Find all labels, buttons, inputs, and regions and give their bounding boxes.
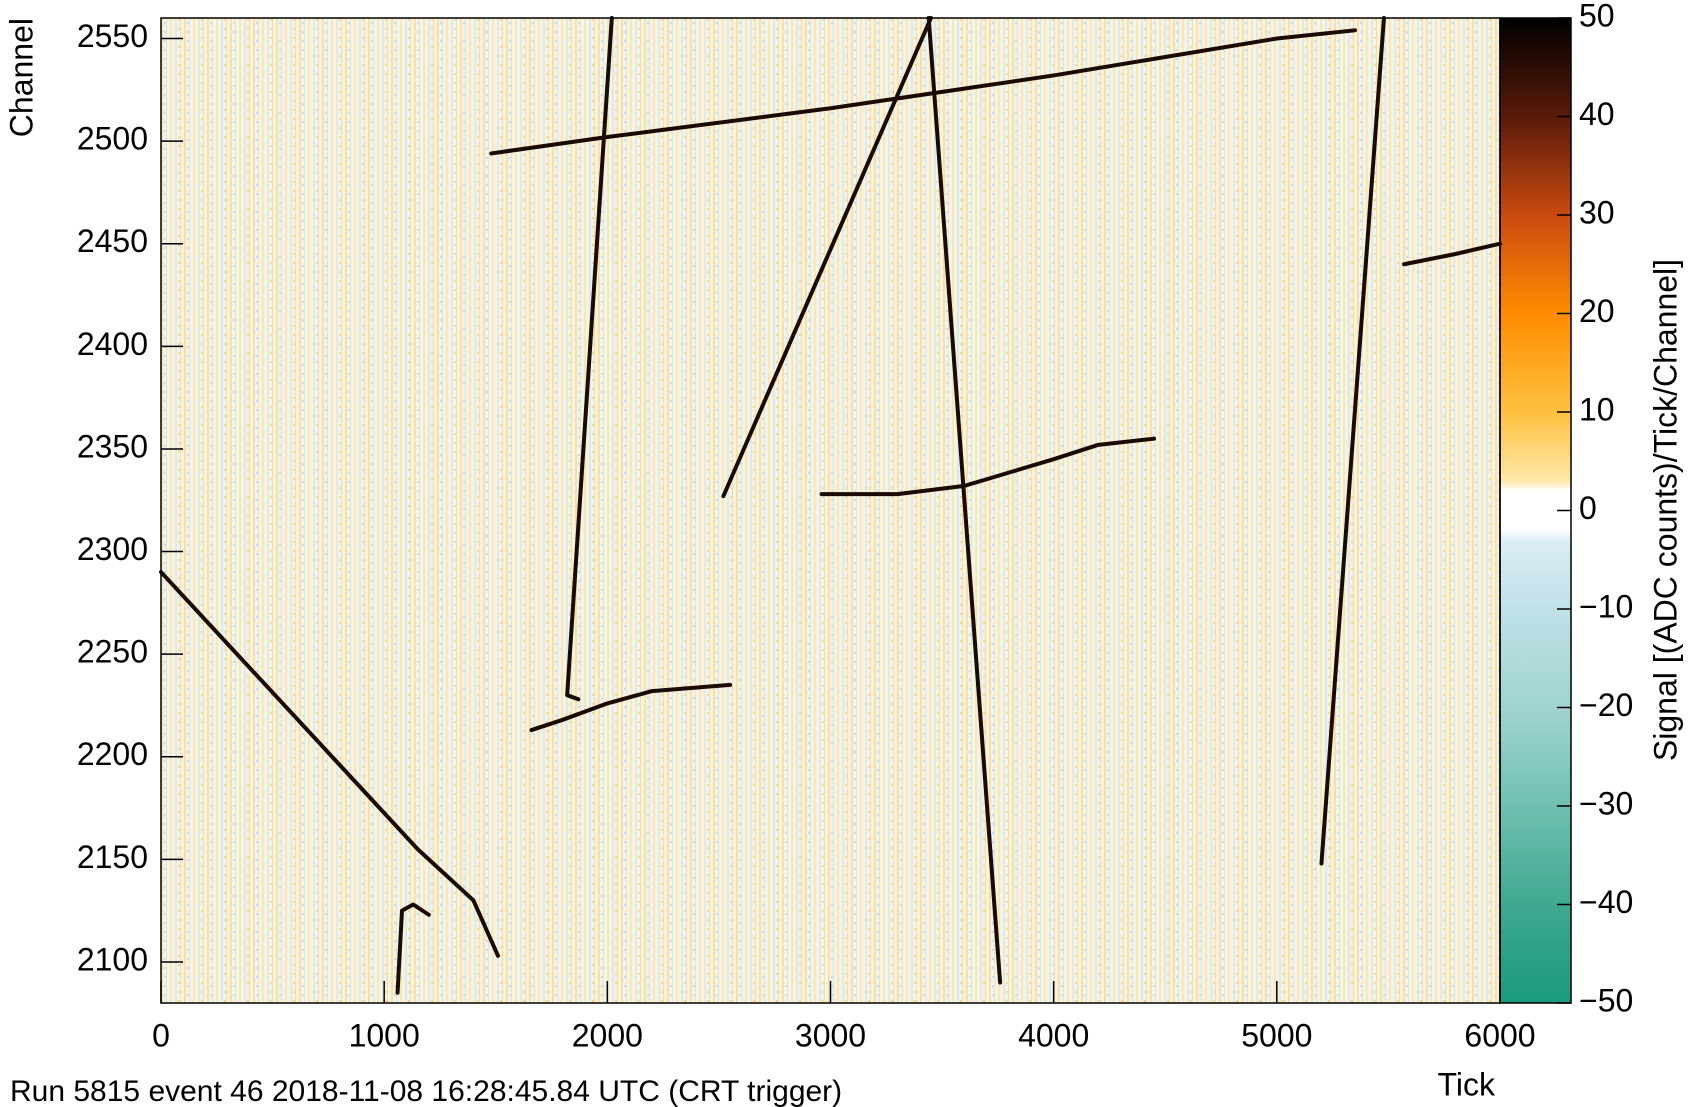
- z-tick-label: −40: [1579, 884, 1633, 920]
- z-tick-label: −20: [1579, 687, 1633, 723]
- track: [819, 436, 1157, 497]
- y-axis-label: Channel: [3, 18, 39, 137]
- x-tick-label: 1000: [349, 1017, 420, 1053]
- track: [1319, 16, 1386, 866]
- y-tick-label: 2250: [77, 634, 148, 670]
- track: [489, 28, 1357, 156]
- annotation: Run 5815 event 46 2018-11-08 16:28:45.84…: [10, 1075, 842, 1107]
- z-tick-label: 0: [1579, 490, 1597, 526]
- y-tick-label: 2550: [77, 18, 148, 54]
- z-tick-label: −10: [1579, 588, 1633, 624]
- y-tick-label: 2300: [77, 531, 148, 567]
- plot-background: [161, 18, 1500, 1003]
- x-tick-label: 6000: [1464, 1017, 1535, 1053]
- z-tick-label: −30: [1579, 785, 1633, 821]
- y-tick-label: 2400: [77, 326, 148, 362]
- track: [395, 902, 431, 995]
- z-tick-label: 50: [1579, 0, 1615, 33]
- y-tick-label: 2200: [77, 736, 148, 772]
- y-tick-label: 2100: [77, 941, 148, 977]
- y-tick-label: 2350: [77, 428, 148, 464]
- track: [1402, 241, 1502, 267]
- color-axis-label: Signal [(ADC counts)/Tick/Channel]: [1647, 259, 1683, 761]
- x-tick-label: 5000: [1241, 1017, 1312, 1053]
- x-tick-label: 3000: [795, 1017, 866, 1053]
- x-tick-label: 2000: [572, 1017, 643, 1053]
- z-tick-label: 30: [1579, 194, 1615, 230]
- x-tick-label: 0: [152, 1017, 170, 1053]
- track: [159, 570, 500, 958]
- z-tick-label: −50: [1579, 982, 1633, 1018]
- z-tick-label: 10: [1579, 391, 1615, 427]
- y-tick-label: 2450: [77, 223, 148, 259]
- x-axis-label: Tick: [1438, 1066, 1496, 1102]
- y-tick-label: 2150: [77, 839, 148, 875]
- track: [565, 16, 614, 702]
- track: [721, 16, 933, 499]
- z-tick-label: 40: [1579, 96, 1615, 132]
- y-tick-label: 2500: [77, 121, 148, 157]
- z-tick-label: 20: [1579, 293, 1615, 329]
- track: [926, 16, 1003, 985]
- x-tick-label: 4000: [1018, 1017, 1089, 1053]
- track: [529, 682, 733, 733]
